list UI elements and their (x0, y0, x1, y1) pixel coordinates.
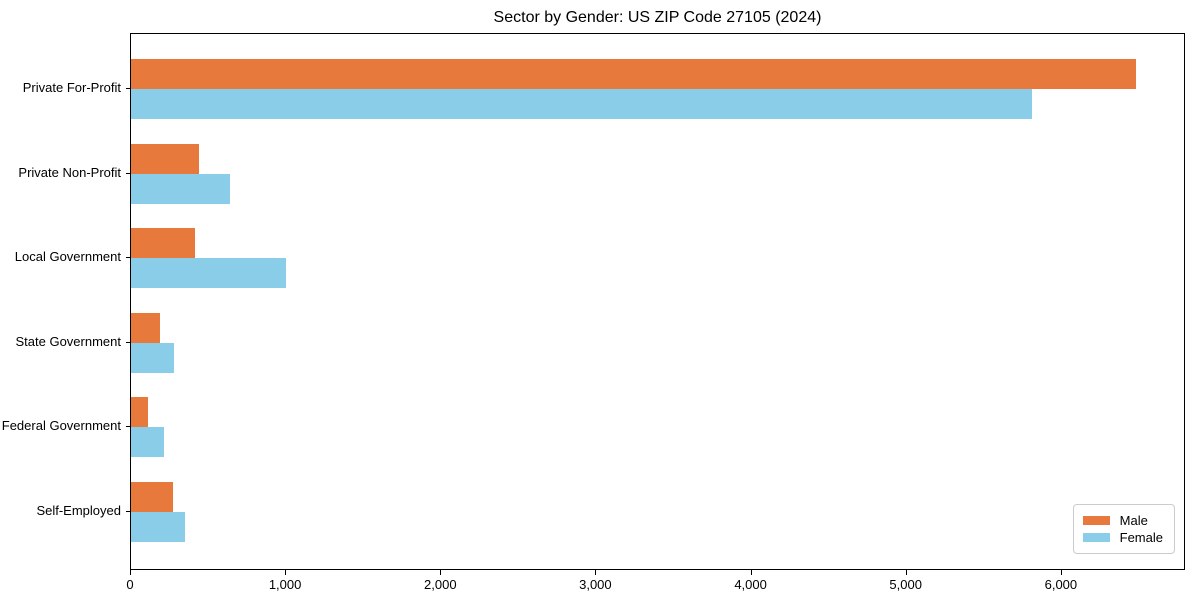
x-tick-5 (905, 570, 907, 575)
x-tick-4 (750, 570, 752, 575)
x-tick-6 (1060, 570, 1062, 575)
x-tick-label-0: 0 (126, 577, 134, 592)
bar-female-0 (131, 89, 1033, 119)
x-tick-label-3: 3,000 (579, 577, 612, 592)
y-tick-3 (126, 341, 130, 343)
legend-label-male: Male (1119, 513, 1148, 528)
category-label-5: Self-Employed (36, 502, 121, 518)
plot-area: Male Female (130, 33, 1185, 570)
x-tick-label-1: 1,000 (268, 577, 302, 592)
legend-label-female: Female (1119, 530, 1163, 545)
x-tick-label-6: 6,000 (1044, 577, 1078, 592)
y-tick-2 (126, 257, 130, 258)
x-tick-label-4: 4,000 (734, 577, 767, 592)
male-series-swatch-icon (1082, 516, 1110, 525)
bar-female-3 (131, 342, 174, 373)
bar-female-5 (131, 511, 186, 542)
x-tick-2 (440, 570, 442, 575)
y-tick-4 (126, 426, 130, 427)
y-tick-5 (126, 510, 130, 512)
x-tick-3 (595, 570, 597, 575)
bar-female-4 (131, 427, 165, 457)
bar-male-2 (131, 228, 195, 258)
bar-female-1 (131, 173, 231, 204)
category-label-3: State Government (15, 333, 122, 349)
x-tick-0 (130, 570, 131, 575)
y-tick-0 (126, 88, 130, 89)
x-tick-label-5: 5,000 (889, 577, 922, 592)
bar-male-3 (131, 312, 160, 343)
legend-item-female: Female (1082, 529, 1163, 546)
legend-item-male: Male (1082, 512, 1163, 529)
category-label-1: Private Non-Profit (18, 164, 121, 180)
category-label-2: Local Government (14, 249, 121, 264)
y-tick-1 (126, 172, 130, 174)
category-label-4: Federal Government (1, 418, 121, 433)
x-tick-label-2: 2,000 (424, 577, 457, 592)
bar-male-5 (131, 481, 173, 512)
bar-male-0 (131, 59, 1137, 89)
bar-female-2 (131, 258, 287, 288)
x-tick-1 (285, 570, 287, 575)
female-series-swatch-icon (1082, 533, 1110, 542)
bar-male-4 (131, 397, 149, 427)
chart-title: Sector by Gender: US ZIP Code 27105 (202… (493, 9, 822, 26)
category-label-0: Private For-Profit (22, 80, 121, 95)
legend: Male Female (1072, 504, 1175, 554)
bar-male-1 (131, 143, 200, 174)
